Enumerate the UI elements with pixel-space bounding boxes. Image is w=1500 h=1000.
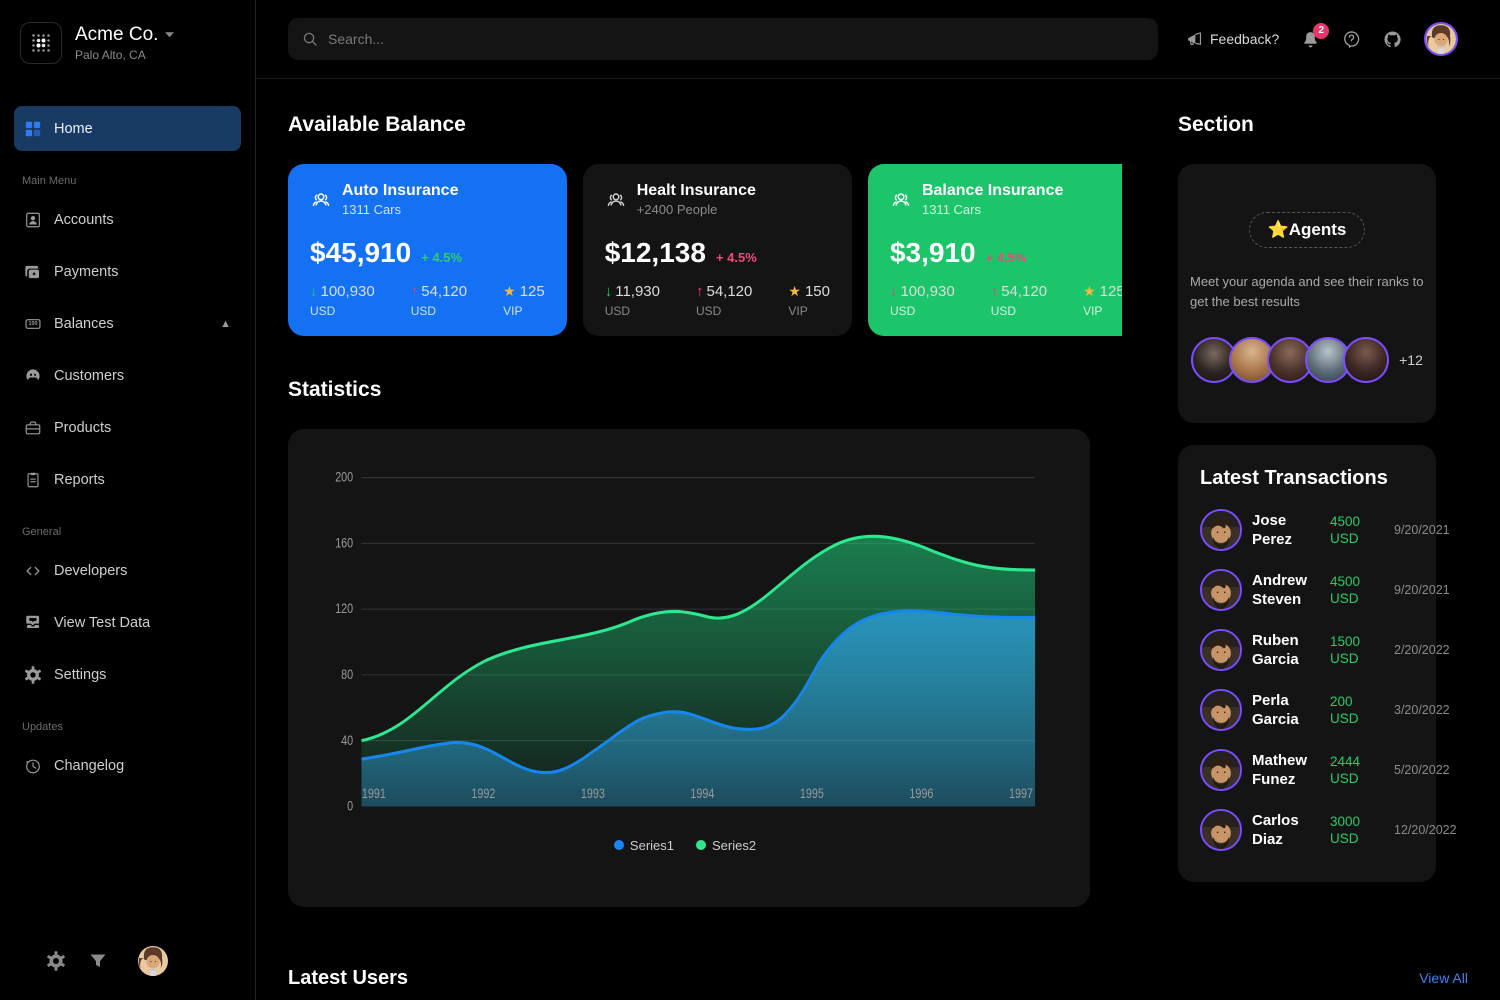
svg-text:1993: 1993: [581, 786, 605, 801]
svg-text:160: 160: [335, 535, 353, 550]
svg-text:1997: 1997: [1009, 786, 1033, 801]
svg-text:0: 0: [347, 798, 353, 813]
svg-text:1995: 1995: [800, 786, 824, 801]
svg-text:1994: 1994: [690, 786, 714, 801]
svg-text:80: 80: [341, 667, 353, 682]
svg-text:1992: 1992: [471, 786, 495, 801]
svg-text:40: 40: [341, 733, 353, 748]
svg-text:100: 100: [29, 321, 38, 327]
svg-text:120: 120: [335, 601, 353, 616]
svg-text:1991: 1991: [362, 786, 386, 801]
svg-text:1996: 1996: [909, 786, 933, 801]
svg-text:200: 200: [335, 470, 353, 485]
